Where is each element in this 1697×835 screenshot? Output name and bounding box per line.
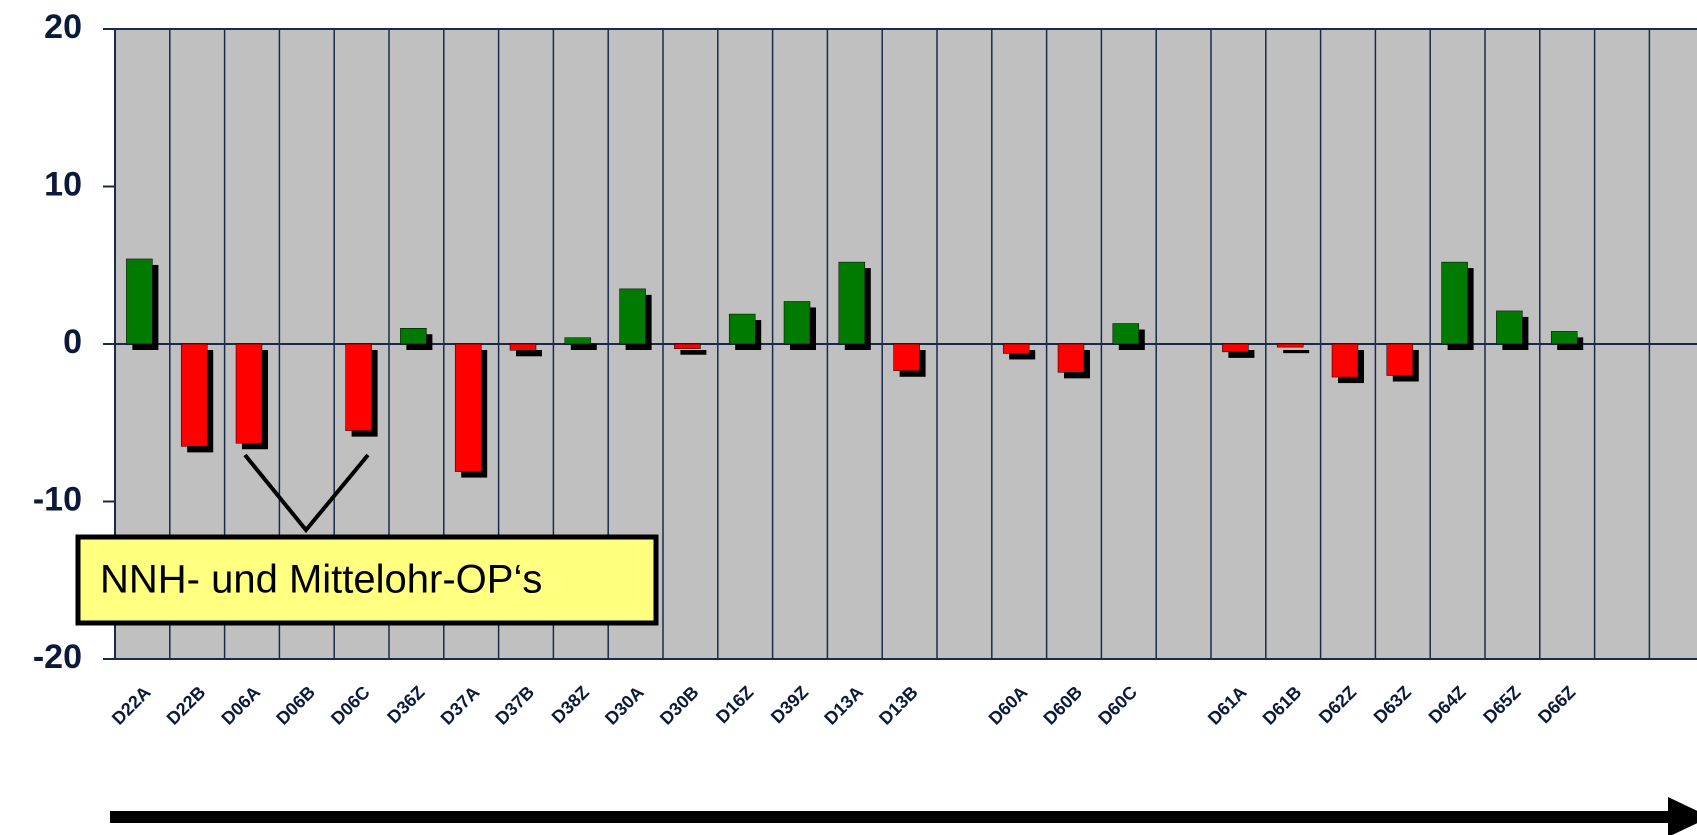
bar — [564, 337, 592, 345]
bar — [1441, 261, 1468, 345]
x-tick-label: D39Z — [767, 682, 812, 727]
x-tick-label: D06B — [272, 682, 319, 729]
x-tick-label: D13B — [875, 682, 922, 729]
bar-shadow — [1283, 350, 1310, 354]
x-tick-label: D60A — [985, 682, 1032, 729]
x-tick-label: D06A — [217, 682, 264, 729]
x-tick-label: D63Z — [1370, 682, 1415, 727]
bar — [1331, 343, 1359, 378]
bar — [345, 343, 372, 431]
bar — [1222, 343, 1249, 353]
x-tick-label: D36Z — [383, 682, 428, 727]
y-tick-label: 10 — [44, 165, 82, 203]
bar — [728, 313, 756, 345]
x-tick-label: D60B — [1039, 682, 1086, 729]
x-tick-label: D65Z — [1479, 682, 1524, 727]
x-tick-label: D66Z — [1534, 682, 1579, 727]
bar — [400, 328, 427, 345]
x-tick-label: D62Z — [1315, 682, 1360, 727]
x-tick-label: D30B — [656, 682, 703, 729]
y-tick-label: -20 — [33, 638, 82, 676]
bar — [674, 343, 701, 349]
bar — [1276, 343, 1304, 348]
bar-shadow — [1228, 350, 1255, 358]
x-tick-label: D38Z — [548, 682, 593, 727]
y-tick-label: -10 — [33, 480, 82, 518]
bar — [235, 343, 263, 444]
x-tick-label: D16Z — [712, 682, 757, 727]
y-tick-label: 0 — [63, 323, 82, 361]
x-tick-label: D60C — [1094, 682, 1141, 729]
bar — [1496, 310, 1523, 345]
x-tick-label: D22A — [108, 682, 155, 729]
bar — [1112, 323, 1140, 345]
bar — [838, 261, 866, 345]
bars — [126, 258, 1584, 478]
bar — [454, 343, 482, 472]
y-tick-label: 20 — [44, 8, 82, 46]
x-tick-label: D64Z — [1425, 682, 1470, 727]
bar — [783, 301, 811, 345]
bar — [180, 343, 208, 447]
x-tick-label: D06C — [327, 682, 374, 729]
annotation-pointer — [243, 453, 370, 534]
x-tick-label: D37A — [437, 682, 484, 729]
bar — [126, 258, 153, 345]
arrow-head — [1668, 797, 1697, 835]
bar — [893, 343, 920, 372]
x-tick-label: D30A — [601, 682, 648, 729]
bar-shadow — [516, 350, 542, 357]
bar-shadow — [570, 343, 597, 350]
annotation-box — [75, 534, 659, 626]
bar — [1057, 343, 1085, 373]
x-tick-label: D61A — [1204, 682, 1251, 729]
bar — [509, 343, 537, 351]
x-tick-label: D22B — [163, 682, 210, 729]
grid — [103, 28, 1697, 660]
bar — [1550, 331, 1578, 345]
x-tick-label: D13A — [820, 682, 867, 729]
bar — [1002, 343, 1030, 354]
bar-shadow — [1009, 350, 1036, 360]
bar — [619, 288, 646, 345]
x-tick-label: D61B — [1259, 682, 1306, 729]
bar-shadow — [680, 350, 707, 355]
x-tick-label: D37B — [491, 682, 538, 729]
annotation: NNH- und Mittelohr-OP‘s — [100, 558, 542, 602]
bar — [1386, 343, 1414, 376]
